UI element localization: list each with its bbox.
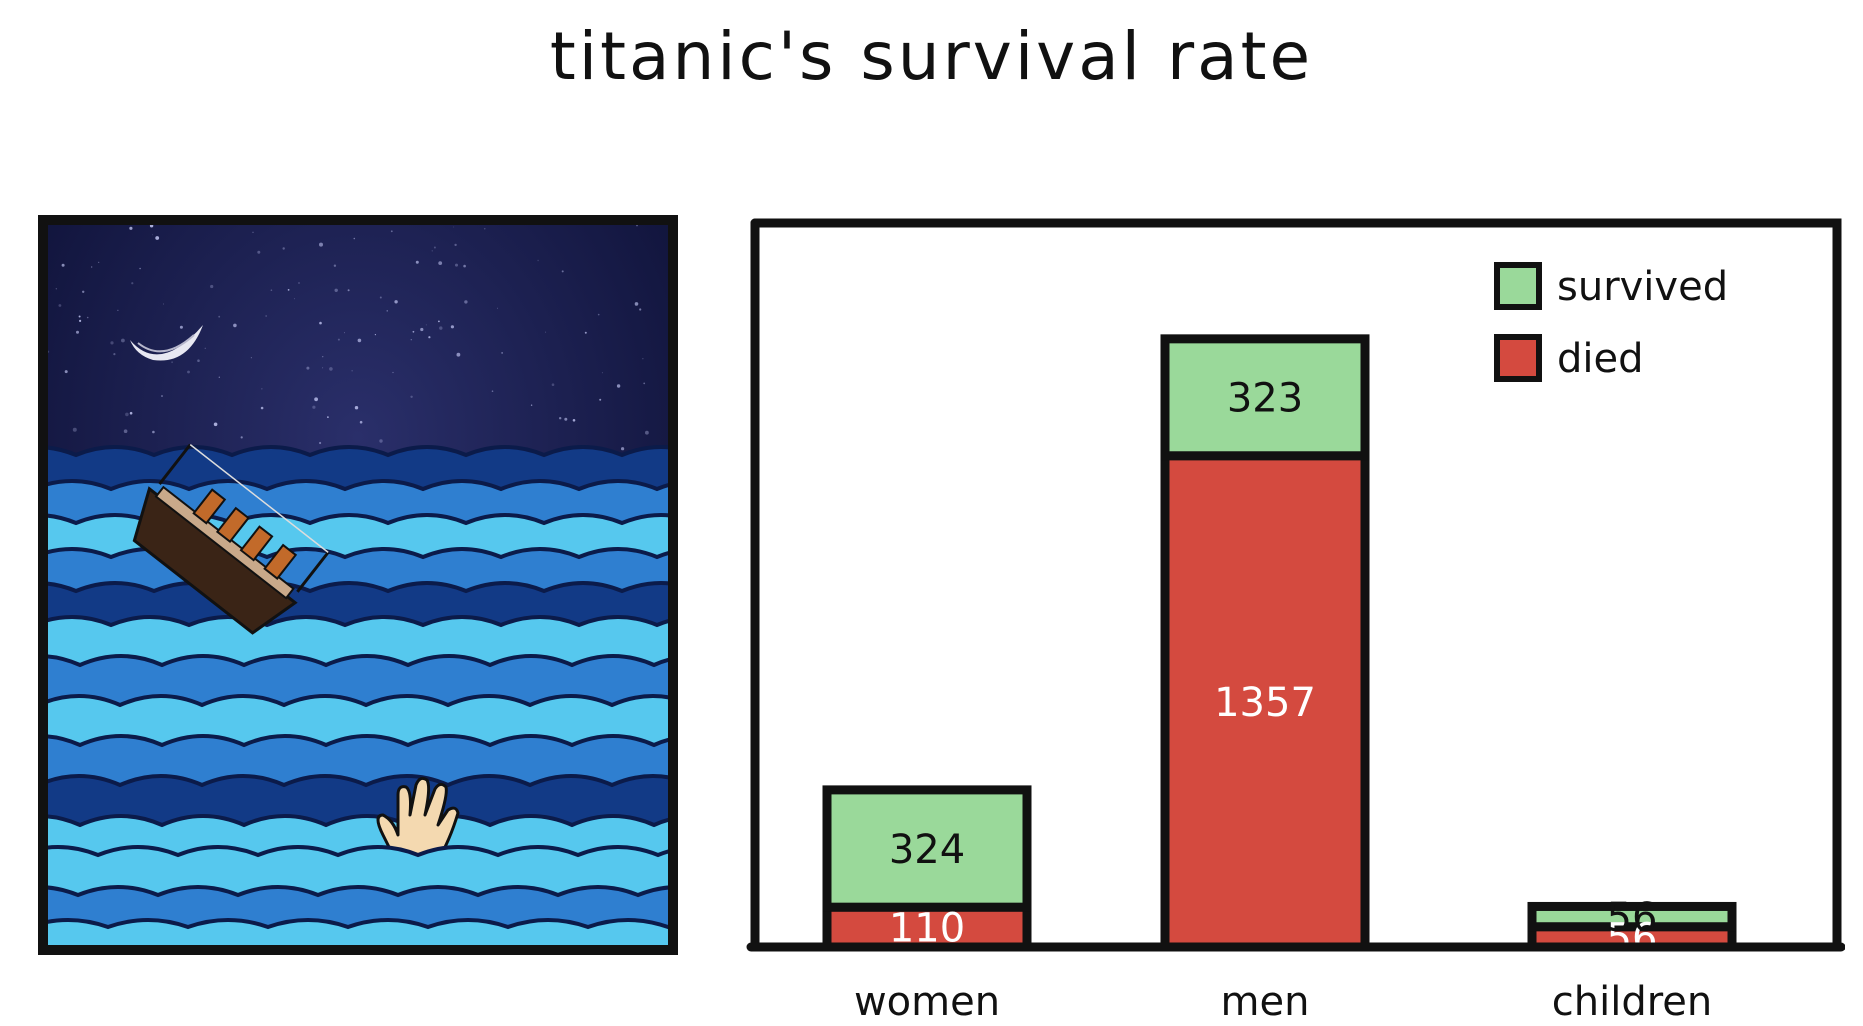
label-survived-women: 324: [889, 827, 965, 873]
legend-swatch-died: [1494, 334, 1542, 382]
x-tick-women: women: [854, 979, 1000, 1025]
bar-survived-children: [1527, 901, 1737, 932]
label-died-men: 1357: [1214, 680, 1316, 726]
label-survived-children: 56: [1607, 895, 1658, 941]
legend: survived died: [1494, 262, 1728, 382]
sinking-ship-illustration: [38, 215, 678, 955]
sinking-ship-icon: [132, 443, 330, 635]
moon-icon: [130, 325, 203, 361]
plot-frame: [750, 218, 1842, 952]
bar-survived-women: [822, 785, 1032, 912]
legend-label-died: died: [1557, 336, 1644, 382]
legend-swatch-survived: [1494, 262, 1542, 310]
x-tick-children: children: [1552, 979, 1713, 1025]
illustration-frame: [38, 215, 678, 955]
bar-survived-men: [1160, 334, 1370, 461]
x-tick-men: men: [1221, 979, 1310, 1025]
legend-label-survived: survived: [1557, 264, 1728, 310]
label-survived-men: 323: [1227, 376, 1303, 422]
chart-title: titanic's survival rate: [549, 18, 1314, 95]
waves: [46, 445, 670, 687]
label-died-children: 56: [1607, 915, 1658, 961]
